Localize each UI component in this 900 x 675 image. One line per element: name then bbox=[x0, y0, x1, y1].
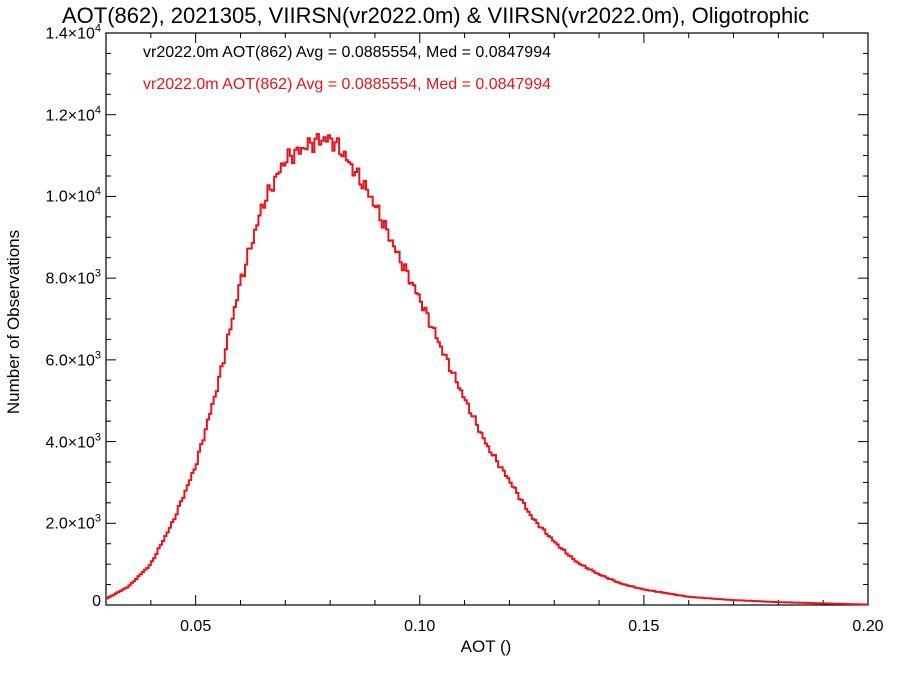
y-tick-label: 1.2×104 bbox=[45, 104, 101, 125]
y-tick-exponent: 3 bbox=[94, 431, 101, 444]
y-tick-label: 6.0×103 bbox=[45, 349, 101, 370]
y-tick-exponent: 4 bbox=[94, 185, 101, 198]
y-tick-label: 2.0×103 bbox=[45, 513, 101, 534]
y-tick-exponent: 3 bbox=[94, 349, 101, 362]
y-tick-mantissa: 2.0×10 bbox=[45, 515, 95, 533]
x-tick-label: 0.20 bbox=[852, 618, 884, 635]
y-tick-mantissa: 1.2×10 bbox=[45, 107, 95, 125]
y-tick-mantissa: 4.0×10 bbox=[45, 434, 95, 452]
x-tick-label: 0.10 bbox=[404, 618, 436, 635]
y-tick-label: 8.0×103 bbox=[45, 268, 101, 289]
series-line bbox=[106, 133, 868, 606]
y-tick-exponent: 4 bbox=[94, 104, 101, 117]
x-axis-label: AOT () bbox=[460, 637, 512, 656]
y-tick-mantissa: 1.0×10 bbox=[45, 188, 95, 206]
axis-ticks bbox=[105, 32, 869, 606]
y-tick-label: 1.4×104 bbox=[45, 23, 101, 44]
y-tick-exponent: 3 bbox=[94, 512, 101, 525]
y-tick-mantissa: 0 bbox=[92, 593, 101, 610]
y-tick-label: 0 bbox=[92, 593, 101, 611]
chart-title: AOT(862), 2021305, VIIRSN(vr2022.0m) & V… bbox=[62, 3, 810, 28]
y-tick-exponent: 3 bbox=[94, 267, 101, 280]
y-tick-mantissa: 6.0×10 bbox=[45, 352, 95, 370]
y-tick-mantissa: 8.0×10 bbox=[45, 270, 95, 288]
annotation-black: vr2022.0m AOT(862) Avg = 0.0885554, Med … bbox=[143, 44, 551, 61]
y-tick-exponent: 4 bbox=[94, 22, 101, 35]
x-tick-label: 0.05 bbox=[180, 618, 212, 635]
plot-area-frame bbox=[105, 32, 869, 606]
y-axis-label: Number of Observations bbox=[4, 229, 23, 415]
y-tick-label: 4.0×103 bbox=[45, 431, 101, 452]
x-tick-label: 0.15 bbox=[628, 618, 660, 635]
annotation-red: vr2022.0m AOT(862) Avg = 0.0885554, Med … bbox=[143, 76, 551, 93]
y-tick-mantissa: 1.4×10 bbox=[45, 25, 95, 43]
y-tick-label: 1.0×104 bbox=[45, 186, 101, 207]
